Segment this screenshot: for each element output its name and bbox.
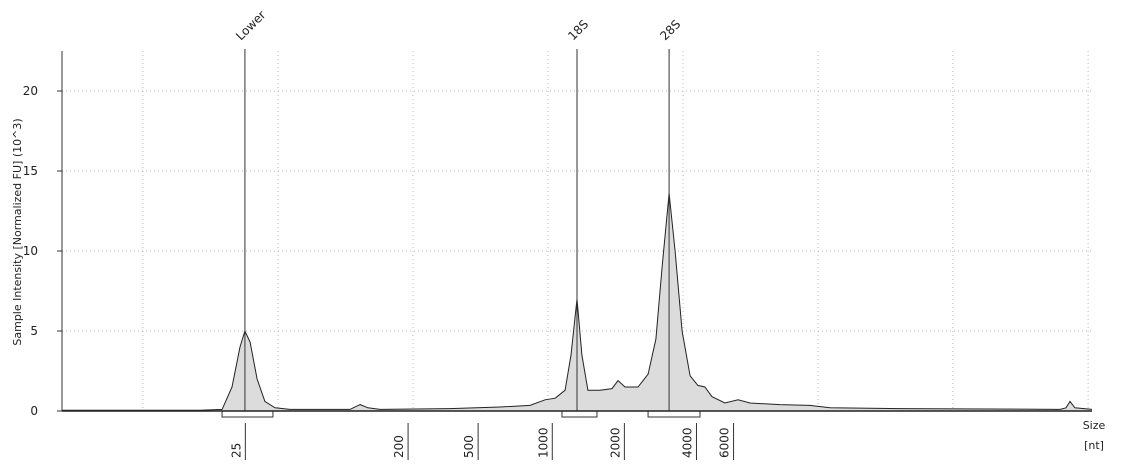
y-tick-label: 15 — [23, 164, 38, 178]
peak-label: Lower — [233, 8, 268, 43]
x-tick-label: 25 — [229, 443, 243, 458]
y-tick-label: 10 — [23, 244, 38, 258]
peak-label: 28S — [657, 17, 683, 43]
x-tick-label: 1000 — [536, 427, 550, 458]
x-axis-label: Size — [1083, 419, 1106, 432]
x-tick-label: 500 — [462, 435, 476, 458]
y-tick-label: 0 — [30, 404, 38, 418]
x-axis-unit: [nt] — [1084, 439, 1104, 452]
peak-label: 18S — [565, 17, 591, 43]
trace-line — [62, 193, 1093, 411]
x-tick-label: 2000 — [608, 427, 622, 458]
y-tick-label: 20 — [23, 84, 38, 98]
peak-region — [561, 410, 598, 418]
peak-region — [221, 410, 274, 418]
x-tick-label: 4000 — [680, 427, 694, 458]
y-axis-label: Sample Intensity [Normalized FU] (10^3) — [11, 118, 24, 345]
peak-region — [647, 410, 701, 418]
y-tick-label: 5 — [30, 324, 38, 338]
x-tick-label: 200 — [392, 435, 406, 458]
x-tick-label: 6000 — [718, 427, 732, 458]
